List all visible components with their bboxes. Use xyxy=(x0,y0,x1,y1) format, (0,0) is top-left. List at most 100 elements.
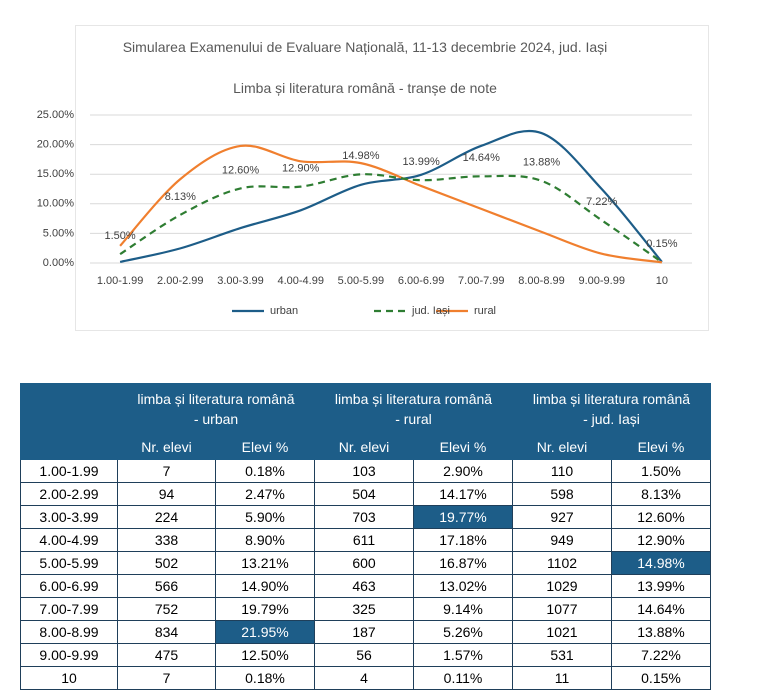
data-label: 8.13% xyxy=(165,191,196,203)
table-row: 1.00-1.99 7 0.18% 103 2.90% 110 1.50% xyxy=(20,459,711,483)
chart: 0.00% 5.00% 10.00% 15.00% 20.00% 25.00% 1.00-1… xyxy=(37,109,692,317)
table-cell: 1102 xyxy=(512,551,612,575)
table-row: 4.00-4.99 338 8.90% 611 17.18% 949 12.90% xyxy=(20,528,711,552)
table-cell: 1021 xyxy=(512,620,612,644)
table-cell: 0.18% xyxy=(215,459,315,483)
y-tick-label: 0.00% xyxy=(43,257,74,269)
table-cell: 5.00-5.99 xyxy=(20,551,118,575)
table-cell: 949 xyxy=(512,528,612,552)
group-header: limba și literatura română - rural xyxy=(314,383,513,435)
table-cell: 7 xyxy=(117,459,216,483)
table-cell: 8.90% xyxy=(215,528,315,552)
data-label: 12.90% xyxy=(282,163,320,175)
y-tick-label: 10.00% xyxy=(37,198,75,210)
table-cell: 10 xyxy=(20,666,118,690)
table-cell: 7.22% xyxy=(611,643,711,667)
table-cell: 13.02% xyxy=(413,574,513,598)
x-tick-label: 10 xyxy=(656,275,668,287)
table-cell: 14.98% xyxy=(611,551,711,575)
x-tick-label: 5.00-5.99 xyxy=(338,275,384,287)
table-cell: 14.64% xyxy=(611,597,711,621)
table-cell: 325 xyxy=(314,597,414,621)
x-tick-label: 8.00-8.99 xyxy=(518,275,564,287)
table-row: 6.00-6.99 566 14.90% 463 13.02% 1029 13.99% xyxy=(20,574,711,598)
table-cell: 8.00-8.99 xyxy=(20,620,118,644)
x-tick-label: 2.00-2.99 xyxy=(157,275,203,287)
table-cell: 927 xyxy=(512,505,612,529)
table-cell: 504 xyxy=(314,482,414,506)
column-header: Elevi % xyxy=(215,434,315,460)
data-label: 0.15% xyxy=(646,238,677,250)
x-tick-label: 3.00-3.99 xyxy=(217,275,263,287)
column-header: Nr. elevi xyxy=(512,434,612,460)
table-head: limba și literatura română - urban limba … xyxy=(20,383,711,460)
table-cell: 0.15% xyxy=(611,666,711,690)
x-tick-label: 4.00-4.99 xyxy=(277,275,323,287)
table-cell: 14.17% xyxy=(413,482,513,506)
group-header-text: limba și literatura română - rural xyxy=(334,391,493,427)
table-cell: 7.00-7.99 xyxy=(20,597,118,621)
group-header-text: limba și literatura română - jud. Iași xyxy=(532,391,691,427)
table-cell: 56 xyxy=(314,643,414,667)
table-row: 8.00-8.99 834 21.95% 187 5.26% 1021 13.88% xyxy=(20,620,711,644)
table-cell: 7 xyxy=(117,666,216,690)
table-row: 3.00-3.99 224 5.90% 703 19.77% 927 12.60% xyxy=(20,505,711,529)
table-cell: 187 xyxy=(314,620,414,644)
legend-label: urban xyxy=(270,305,298,317)
table-cell: 463 xyxy=(314,574,414,598)
table-cell: 9.00-9.99 xyxy=(20,643,118,667)
x-tick-label: 6.00-6.99 xyxy=(398,275,444,287)
table-cell: 531 xyxy=(512,643,612,667)
table-row: 5.00-5.99 502 13.21% 600 16.87% 1102 14.98% xyxy=(20,551,711,575)
table-cell: 5.26% xyxy=(413,620,513,644)
data-label: 13.99% xyxy=(402,156,440,168)
table-row: 7.00-7.99 752 19.79% 325 9.14% 1077 14.64% xyxy=(20,597,711,621)
table-cell: 1029 xyxy=(512,574,612,598)
table-cell: 13.99% xyxy=(611,574,711,598)
table-cell: 224 xyxy=(117,505,216,529)
table-cell: 11 xyxy=(512,666,612,690)
y-tick-label: 5.00% xyxy=(43,227,74,239)
table-cell: 1.00-1.99 xyxy=(20,459,118,483)
table-cell: 9.14% xyxy=(413,597,513,621)
data-label: 14.98% xyxy=(342,150,380,162)
table-cell: 600 xyxy=(314,551,414,575)
data-label: 1.50% xyxy=(104,230,135,242)
table-row: 10 7 0.18% 4 0.11% 11 0.15% xyxy=(20,666,711,690)
table-cell: 1.50% xyxy=(611,459,711,483)
table-cell: 19.79% xyxy=(215,597,315,621)
series-line xyxy=(119,173,663,264)
table-row: 9.00-9.99 475 12.50% 56 1.57% 531 7.22% xyxy=(20,643,711,667)
table-cell: 1077 xyxy=(512,597,612,621)
table-cell: 598 xyxy=(512,482,612,506)
corner-cell xyxy=(20,383,118,460)
table-cell: 502 xyxy=(117,551,216,575)
group-header: limba și literatura română - jud. Iași xyxy=(512,383,711,435)
table-cell: 110 xyxy=(512,459,612,483)
table-cell: 12.50% xyxy=(215,643,315,667)
table-cell: 1.57% xyxy=(413,643,513,667)
data-label: 7.22% xyxy=(586,196,617,208)
table-cell: 834 xyxy=(117,620,216,644)
series-line xyxy=(119,144,663,264)
table-cell: 0.11% xyxy=(413,666,513,690)
y-tick-label: 20.00% xyxy=(37,139,75,151)
table-cell: 338 xyxy=(117,528,216,552)
table-cell: 4.00-4.99 xyxy=(20,528,118,552)
column-header: Nr. elevi xyxy=(117,434,216,460)
table-cell: 4 xyxy=(314,666,414,690)
table-cell: 17.18% xyxy=(413,528,513,552)
x-tick-label: 9.00-9.99 xyxy=(578,275,624,287)
column-header: Elevi % xyxy=(413,434,513,460)
series-line xyxy=(119,129,663,264)
table-cell: 475 xyxy=(117,643,216,667)
table-cell: 752 xyxy=(117,597,216,621)
data-label: 12.60% xyxy=(222,164,260,176)
table-cell: 3.00-3.99 xyxy=(20,505,118,529)
table-row: 2.00-2.99 94 2.47% 504 14.17% 598 8.13% xyxy=(20,482,711,506)
table-body: 1.00-1.99 7 0.18% 103 2.90% 110 1.50% 2.00-2.99… xyxy=(20,459,711,690)
column-header: Nr. elevi xyxy=(314,434,414,460)
data-table: limba și literatura română - urban limba … xyxy=(20,383,711,690)
chart-frame xyxy=(75,25,709,331)
